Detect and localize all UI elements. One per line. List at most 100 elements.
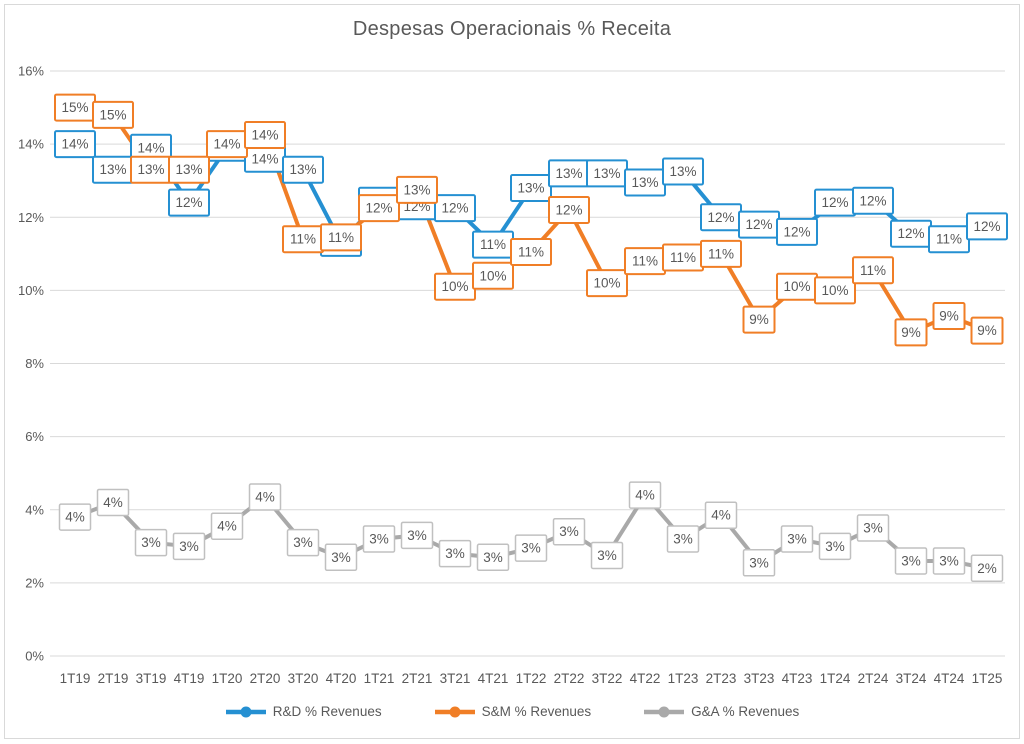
x-axis-category-label: 4T20 (326, 671, 357, 686)
data-label-ga: 3% (445, 546, 465, 561)
data-label-box-ga (324, 543, 358, 572)
data-label-rd: 13% (593, 166, 620, 181)
data-label-box-sm (548, 195, 590, 224)
data-label-rd: 13% (517, 181, 544, 196)
data-label-sm: 12% (555, 202, 582, 217)
data-label-sm: 11% (670, 250, 696, 265)
data-label-rd: 12% (707, 210, 734, 225)
y-axis-tick-label: 10% (18, 283, 44, 298)
y-axis-tick-label: 14% (18, 137, 44, 152)
data-label-rd: 12% (859, 193, 886, 208)
data-label-sm: 14% (251, 127, 278, 142)
legend-label-ga: G&A % Revenues (691, 704, 800, 719)
y-axis-tick-label: 8% (25, 356, 44, 371)
data-label-box-rd (776, 217, 818, 246)
x-axis-category-label: 2T23 (706, 671, 737, 686)
data-label-ga: 3% (673, 532, 693, 547)
data-label-box-sm (358, 194, 400, 223)
data-label-box-sm (742, 305, 776, 334)
data-label-ga: 4% (711, 508, 731, 523)
legend-item-rd: R&D % Revenues (225, 704, 382, 719)
data-label-box-sm (320, 223, 362, 252)
data-label-box-ga (742, 549, 776, 577)
data-label-rd: 13% (289, 162, 316, 177)
data-label-box-rd (434, 194, 476, 223)
data-label-box-sm (932, 301, 966, 330)
data-label-box-rd (168, 188, 210, 217)
data-label-sm: 13% (175, 162, 202, 177)
y-axis-tick-label: 12% (18, 210, 44, 225)
data-label-sm: 10% (441, 279, 468, 294)
x-axis-category-label: 3T20 (288, 671, 319, 686)
data-label-sm: 11% (328, 230, 354, 245)
data-label-sm: 11% (708, 246, 734, 261)
data-label-box-ga (248, 483, 282, 511)
data-label-sm: 10% (821, 283, 848, 298)
data-label-rd: 13% (99, 162, 126, 177)
x-axis-category-label: 2T24 (858, 671, 889, 686)
x-axis-category-label: 1T19 (60, 671, 91, 686)
data-label-sm: 12% (365, 201, 392, 216)
data-label-ga: 3% (293, 535, 313, 550)
x-axis-category-label: 3T21 (440, 671, 471, 686)
data-label-box-ga (476, 543, 510, 572)
x-axis-category-label: 2T20 (250, 671, 281, 686)
data-label-box-ga (400, 521, 434, 550)
data-label-box-ga (970, 554, 1004, 582)
data-label-rd: 14% (137, 140, 164, 155)
data-label-ga: 3% (863, 521, 883, 536)
data-label-rd: 12% (175, 195, 202, 210)
data-label-ga: 3% (179, 539, 199, 554)
data-label-box-sm (586, 269, 628, 298)
x-axis-category-label: 3T22 (592, 671, 623, 686)
x-axis-category-label: 1T22 (516, 671, 547, 686)
data-label-ga: 3% (825, 539, 845, 554)
data-label-box-sm (472, 261, 514, 290)
x-axis-category-label: 2T21 (402, 671, 433, 686)
data-label-box-rd (662, 157, 704, 186)
data-label-box-rd (852, 186, 894, 215)
data-label-box-ga (894, 547, 928, 575)
data-label-ga: 3% (939, 553, 959, 568)
y-axis-tick-label: 6% (25, 429, 44, 444)
data-label-box-ga (856, 514, 890, 542)
data-label-sm: 10% (593, 276, 620, 291)
data-label-box-sm (852, 256, 894, 285)
data-label-rd: 12% (973, 219, 1000, 234)
data-label-box-sm (970, 316, 1004, 345)
x-axis-category-label: 4T19 (174, 671, 205, 686)
data-label-box-ga (286, 528, 320, 557)
data-label-box-sm (92, 100, 134, 129)
data-label-box-ga (96, 488, 130, 517)
data-label-sm: 13% (403, 182, 430, 197)
data-label-box-ga (666, 525, 700, 553)
data-label-box-ga (552, 517, 586, 546)
data-label-rd: 13% (669, 164, 696, 179)
data-label-box-ga (818, 532, 852, 561)
data-label-sm: 11% (518, 244, 544, 259)
data-label-rd: 12% (897, 226, 924, 241)
data-label-ga: 3% (331, 550, 351, 565)
data-label-ga: 4% (65, 510, 85, 525)
y-axis-tick-label: 0% (25, 649, 44, 664)
data-label-sm: 9% (901, 325, 921, 340)
data-label-sm: 14% (213, 137, 240, 152)
data-label-rd: 13% (631, 175, 658, 190)
data-label-ga: 3% (407, 528, 427, 543)
data-label-box-sm (510, 237, 552, 266)
data-label-box-rd (510, 174, 552, 202)
data-label-ga: 3% (559, 524, 579, 539)
data-label-ga: 2% (977, 561, 997, 576)
data-label-box-ga (932, 547, 966, 575)
data-label-ga: 4% (103, 495, 123, 510)
data-label-ga: 3% (521, 541, 541, 556)
x-axis-category-label: 4T21 (478, 671, 509, 686)
x-axis-category-label: 1T20 (212, 671, 243, 686)
legend-item-ga: G&A % Revenues (643, 704, 799, 719)
legend-line-marker-icon (225, 706, 266, 717)
y-axis-tick-label: 16% (18, 64, 44, 79)
data-label-sm: 10% (783, 279, 810, 294)
data-label-box-sm (894, 318, 928, 347)
data-label-ga: 3% (483, 550, 503, 565)
